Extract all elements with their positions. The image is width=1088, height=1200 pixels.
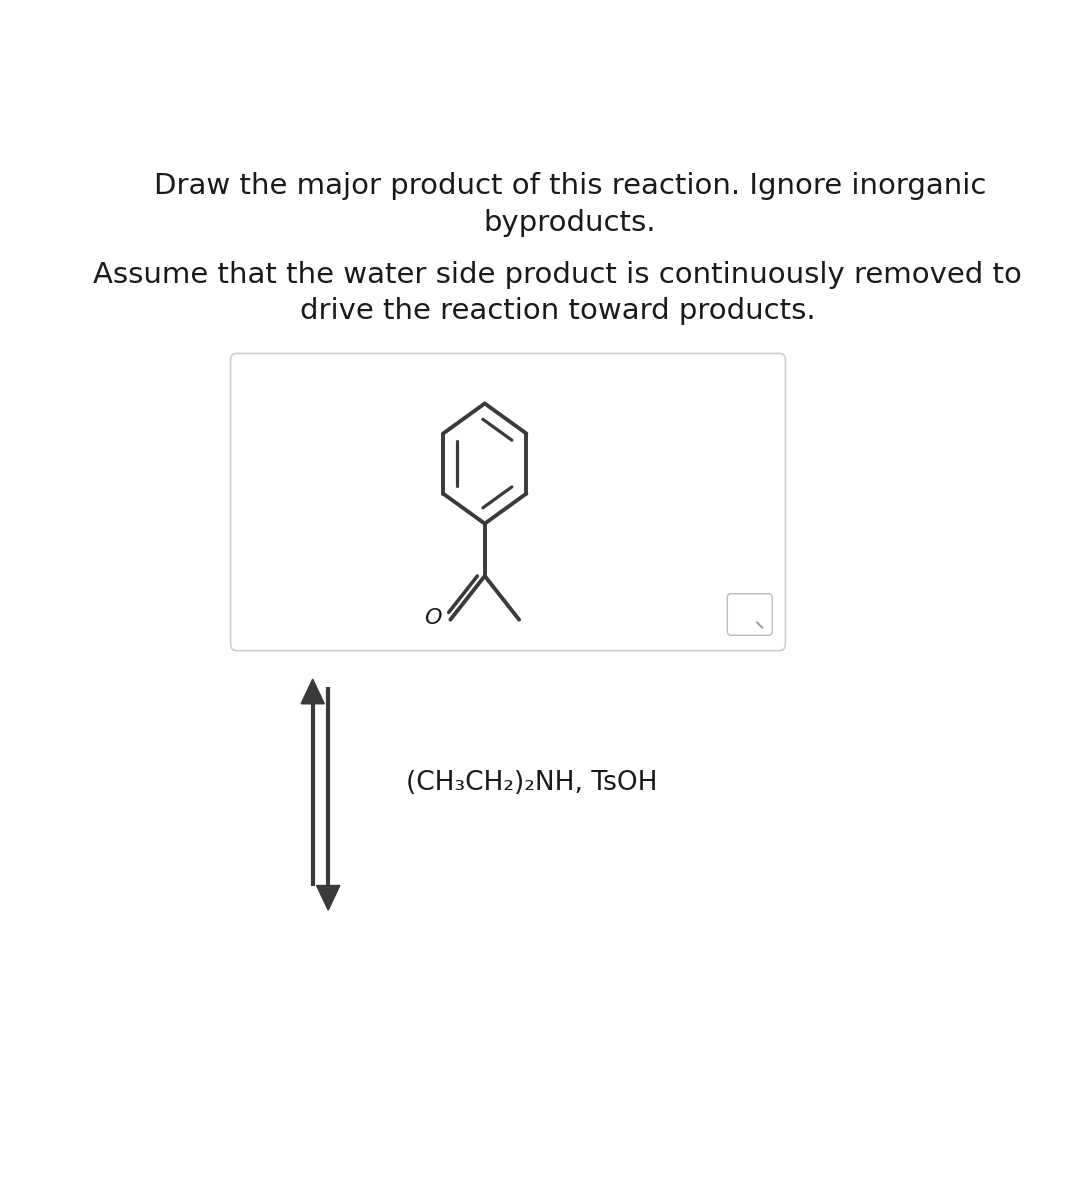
Text: (CH₃CH₂)₂NH, TsOH: (CH₃CH₂)₂NH, TsOH xyxy=(406,770,657,796)
Text: byproducts.: byproducts. xyxy=(484,209,656,236)
Polygon shape xyxy=(317,886,339,910)
Text: Assume that the water side product is continuously removed to: Assume that the water side product is co… xyxy=(94,260,1022,289)
FancyBboxPatch shape xyxy=(727,594,772,635)
Text: drive the reaction toward products.: drive the reaction toward products. xyxy=(300,298,815,325)
FancyBboxPatch shape xyxy=(231,354,786,650)
Text: O: O xyxy=(424,608,442,628)
Polygon shape xyxy=(301,679,324,703)
Text: Draw the major product of this reaction. Ignore inorganic: Draw the major product of this reaction.… xyxy=(153,173,986,200)
